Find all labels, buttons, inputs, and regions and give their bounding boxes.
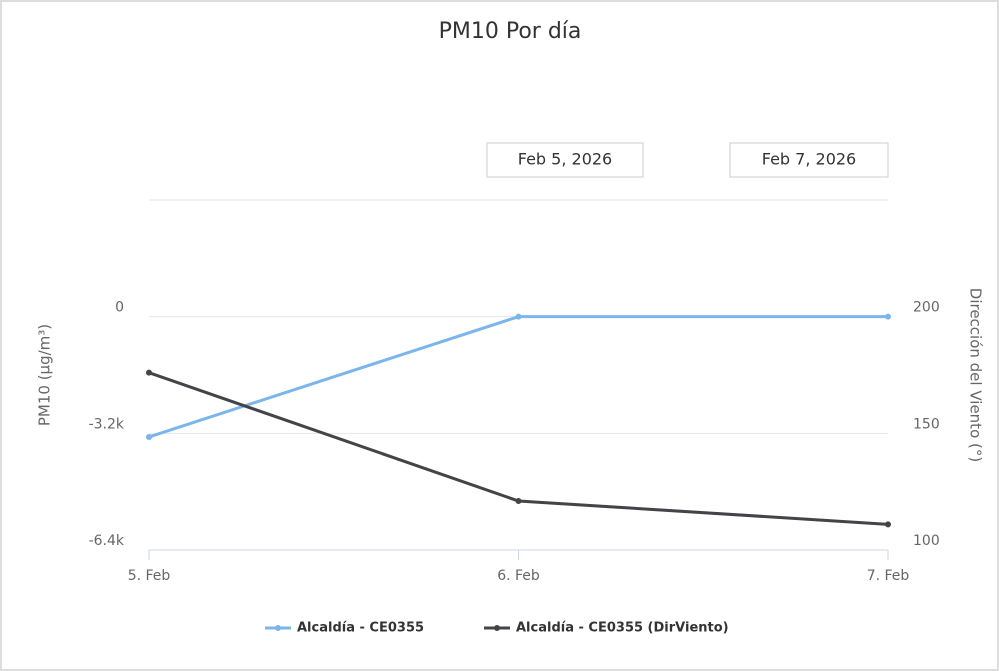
x-tick-label: 5. Feb bbox=[128, 568, 171, 584]
legend-marker bbox=[494, 625, 500, 631]
range-end[interactable]: Feb 7, 2026 bbox=[762, 150, 856, 169]
point bbox=[146, 433, 152, 440]
y2-axis-title: Dirección del Viento (°) bbox=[967, 288, 985, 462]
legend-marker bbox=[275, 625, 281, 631]
legend-label: Alcaldía - CE0355 (DirViento) bbox=[516, 621, 729, 636]
y2-tick-label: 100 bbox=[913, 533, 940, 549]
y-tick-label: -6.4k bbox=[89, 533, 125, 549]
y-axis-title: PM10 (µg/m³) bbox=[36, 324, 54, 426]
range-start[interactable]: Feb 5, 2026 bbox=[518, 150, 612, 169]
legend-label: Alcaldía - CE0355 bbox=[297, 621, 424, 636]
y2-tick-label: 150 bbox=[913, 416, 940, 432]
point bbox=[515, 498, 522, 504]
range-box[interactable] bbox=[486, 142, 644, 178]
x-tick-label: 6. Feb bbox=[497, 568, 540, 584]
x-tick-label: 7. Feb bbox=[867, 568, 910, 584]
chart-title: PM10 Por día bbox=[439, 19, 582, 44]
point bbox=[885, 313, 891, 320]
y-tick-label: 0 bbox=[115, 300, 124, 316]
y2-tick-label: 200 bbox=[913, 300, 940, 316]
y-tick-label: -3.2k bbox=[89, 416, 125, 432]
range-box[interactable] bbox=[729, 142, 889, 178]
point bbox=[885, 521, 891, 528]
point bbox=[146, 369, 152, 376]
point bbox=[515, 313, 522, 320]
